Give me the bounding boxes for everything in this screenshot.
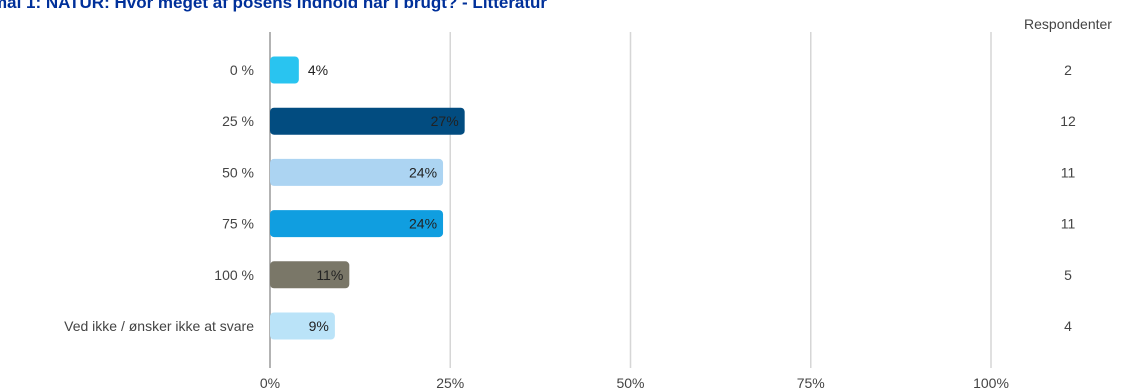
x-tick-label: 25% <box>436 375 464 391</box>
x-tick-labels: 0% 25% 50% 75% 100% <box>260 375 1009 391</box>
x-tick-label: 100% <box>973 375 1009 391</box>
respondent-count: 5 <box>1064 267 1072 283</box>
category-label: 0 % <box>230 62 254 78</box>
bar <box>270 210 444 238</box>
bar <box>270 56 299 84</box>
bar <box>270 312 335 340</box>
respondent-count: 4 <box>1064 318 1072 334</box>
category-label: 75 % <box>222 216 254 232</box>
bar <box>270 261 350 289</box>
respondent-count: 12 <box>1060 113 1076 129</box>
respondent-count: 11 <box>1061 164 1076 180</box>
respondent-count: 2 <box>1064 62 1072 78</box>
x-tick-label: 0% <box>260 375 280 391</box>
bar-value-label: 24% <box>409 164 437 180</box>
respondents-header: Respondenter <box>1024 16 1112 32</box>
bar-value-label: 27% <box>431 113 459 129</box>
respondent-count: 11 <box>1061 216 1076 232</box>
x-tick-label: 50% <box>616 375 644 391</box>
category-labels: 0 % 25 % 50 % 75 % 100 % Ved ikke / ønsker ik… <box>64 62 254 334</box>
bar-value-label: 11% <box>316 267 343 283</box>
bar-value-label: 4% <box>308 62 328 78</box>
category-label: 100 % <box>214 267 254 283</box>
x-tick-label: 75% <box>797 375 825 391</box>
category-label: 25 % <box>222 113 254 129</box>
gridlines <box>269 32 992 368</box>
bar-value-label: 24% <box>409 216 437 232</box>
bars: 4% 27% 24% 24% 11% 9% <box>270 56 465 340</box>
chart-title: mål 1: NATUR: Hvor meget af posens indho… <box>0 0 547 12</box>
category-label: 50 % <box>222 164 254 180</box>
bar <box>270 107 465 135</box>
bar-value-label: 9% <box>309 318 329 334</box>
respondent-counts: 2 12 11 11 5 4 <box>1060 62 1076 334</box>
bar <box>270 158 444 186</box>
category-label: Ved ikke / ønsker ikke at svare <box>64 318 254 334</box>
